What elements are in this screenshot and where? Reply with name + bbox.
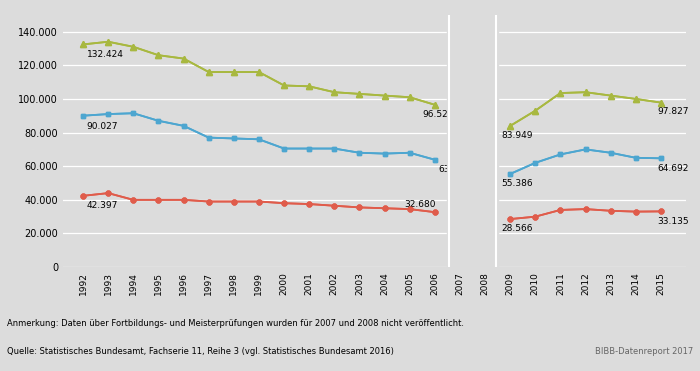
Frauen xyxy=(380,206,389,210)
Männer xyxy=(129,111,137,115)
Männer xyxy=(305,146,314,151)
Gesamt xyxy=(305,84,314,89)
Männer xyxy=(405,151,414,155)
Frauen xyxy=(79,194,88,198)
Text: 90.027: 90.027 xyxy=(87,122,118,131)
Gesamt xyxy=(380,93,389,98)
Männer xyxy=(355,151,363,155)
Männer xyxy=(255,137,263,141)
Männer xyxy=(204,135,213,140)
Text: 97.827: 97.827 xyxy=(657,107,689,116)
Frauen xyxy=(129,198,137,202)
Text: Quelle: Statistisches Bundesamt, Fachserie 11, Reihe 3 (vgl. Statistisches Bunde: Quelle: Statistisches Bundesamt, Fachser… xyxy=(7,347,394,356)
Gesamt xyxy=(280,83,288,88)
Text: 96.526: 96.526 xyxy=(422,110,454,119)
Line: Gesamt: Gesamt xyxy=(80,39,438,108)
Gesamt xyxy=(104,40,113,44)
Männer xyxy=(154,119,162,123)
Frauen xyxy=(355,205,363,210)
Frauen xyxy=(280,201,288,206)
Gesamt xyxy=(330,90,339,95)
Frauen xyxy=(405,207,414,211)
Gesamt xyxy=(204,70,213,74)
Gesamt xyxy=(430,102,439,107)
Gesamt xyxy=(154,53,162,58)
Frauen xyxy=(430,210,439,214)
Text: Anmerkung: Daten über Fortbildungs- und Meisterprüfungen wurden für 2007 und 200: Anmerkung: Daten über Fortbildungs- und … xyxy=(7,319,464,328)
Gesamt xyxy=(405,95,414,99)
Männer xyxy=(380,151,389,156)
Gesamt xyxy=(129,45,137,49)
Männer xyxy=(330,146,339,151)
Line: Frauen: Frauen xyxy=(80,191,438,214)
Frauen xyxy=(104,191,113,196)
Frauen xyxy=(230,199,238,204)
Frauen xyxy=(330,204,339,208)
Frauen xyxy=(154,198,162,202)
Line: Männer: Männer xyxy=(80,111,438,162)
Frauen xyxy=(255,199,263,204)
Text: 55.386: 55.386 xyxy=(501,179,533,188)
Text: 42.397: 42.397 xyxy=(87,201,118,210)
Frauen xyxy=(204,199,213,204)
Gesamt xyxy=(79,42,88,47)
Text: 32.680: 32.680 xyxy=(405,200,436,209)
Männer xyxy=(104,112,113,116)
Gesamt xyxy=(230,70,238,74)
Männer xyxy=(179,124,188,128)
Text: 83.949: 83.949 xyxy=(501,131,533,140)
Männer xyxy=(79,114,88,118)
Text: 28.566: 28.566 xyxy=(501,224,533,233)
Bar xyxy=(447,15,498,267)
Frauen xyxy=(305,202,314,206)
Text: 63.846: 63.846 xyxy=(439,165,470,174)
Text: BIBB-Datenreport 2017: BIBB-Datenreport 2017 xyxy=(595,347,693,356)
Männer xyxy=(280,146,288,151)
Männer xyxy=(430,158,439,162)
Text: 33.135: 33.135 xyxy=(657,217,689,226)
Gesamt xyxy=(179,56,188,61)
Gesamt xyxy=(255,70,263,74)
Frauen xyxy=(179,198,188,202)
Gesamt xyxy=(355,92,363,96)
Text: 64.692: 64.692 xyxy=(657,164,689,173)
Text: 132.424: 132.424 xyxy=(87,50,124,59)
Männer xyxy=(230,136,238,141)
